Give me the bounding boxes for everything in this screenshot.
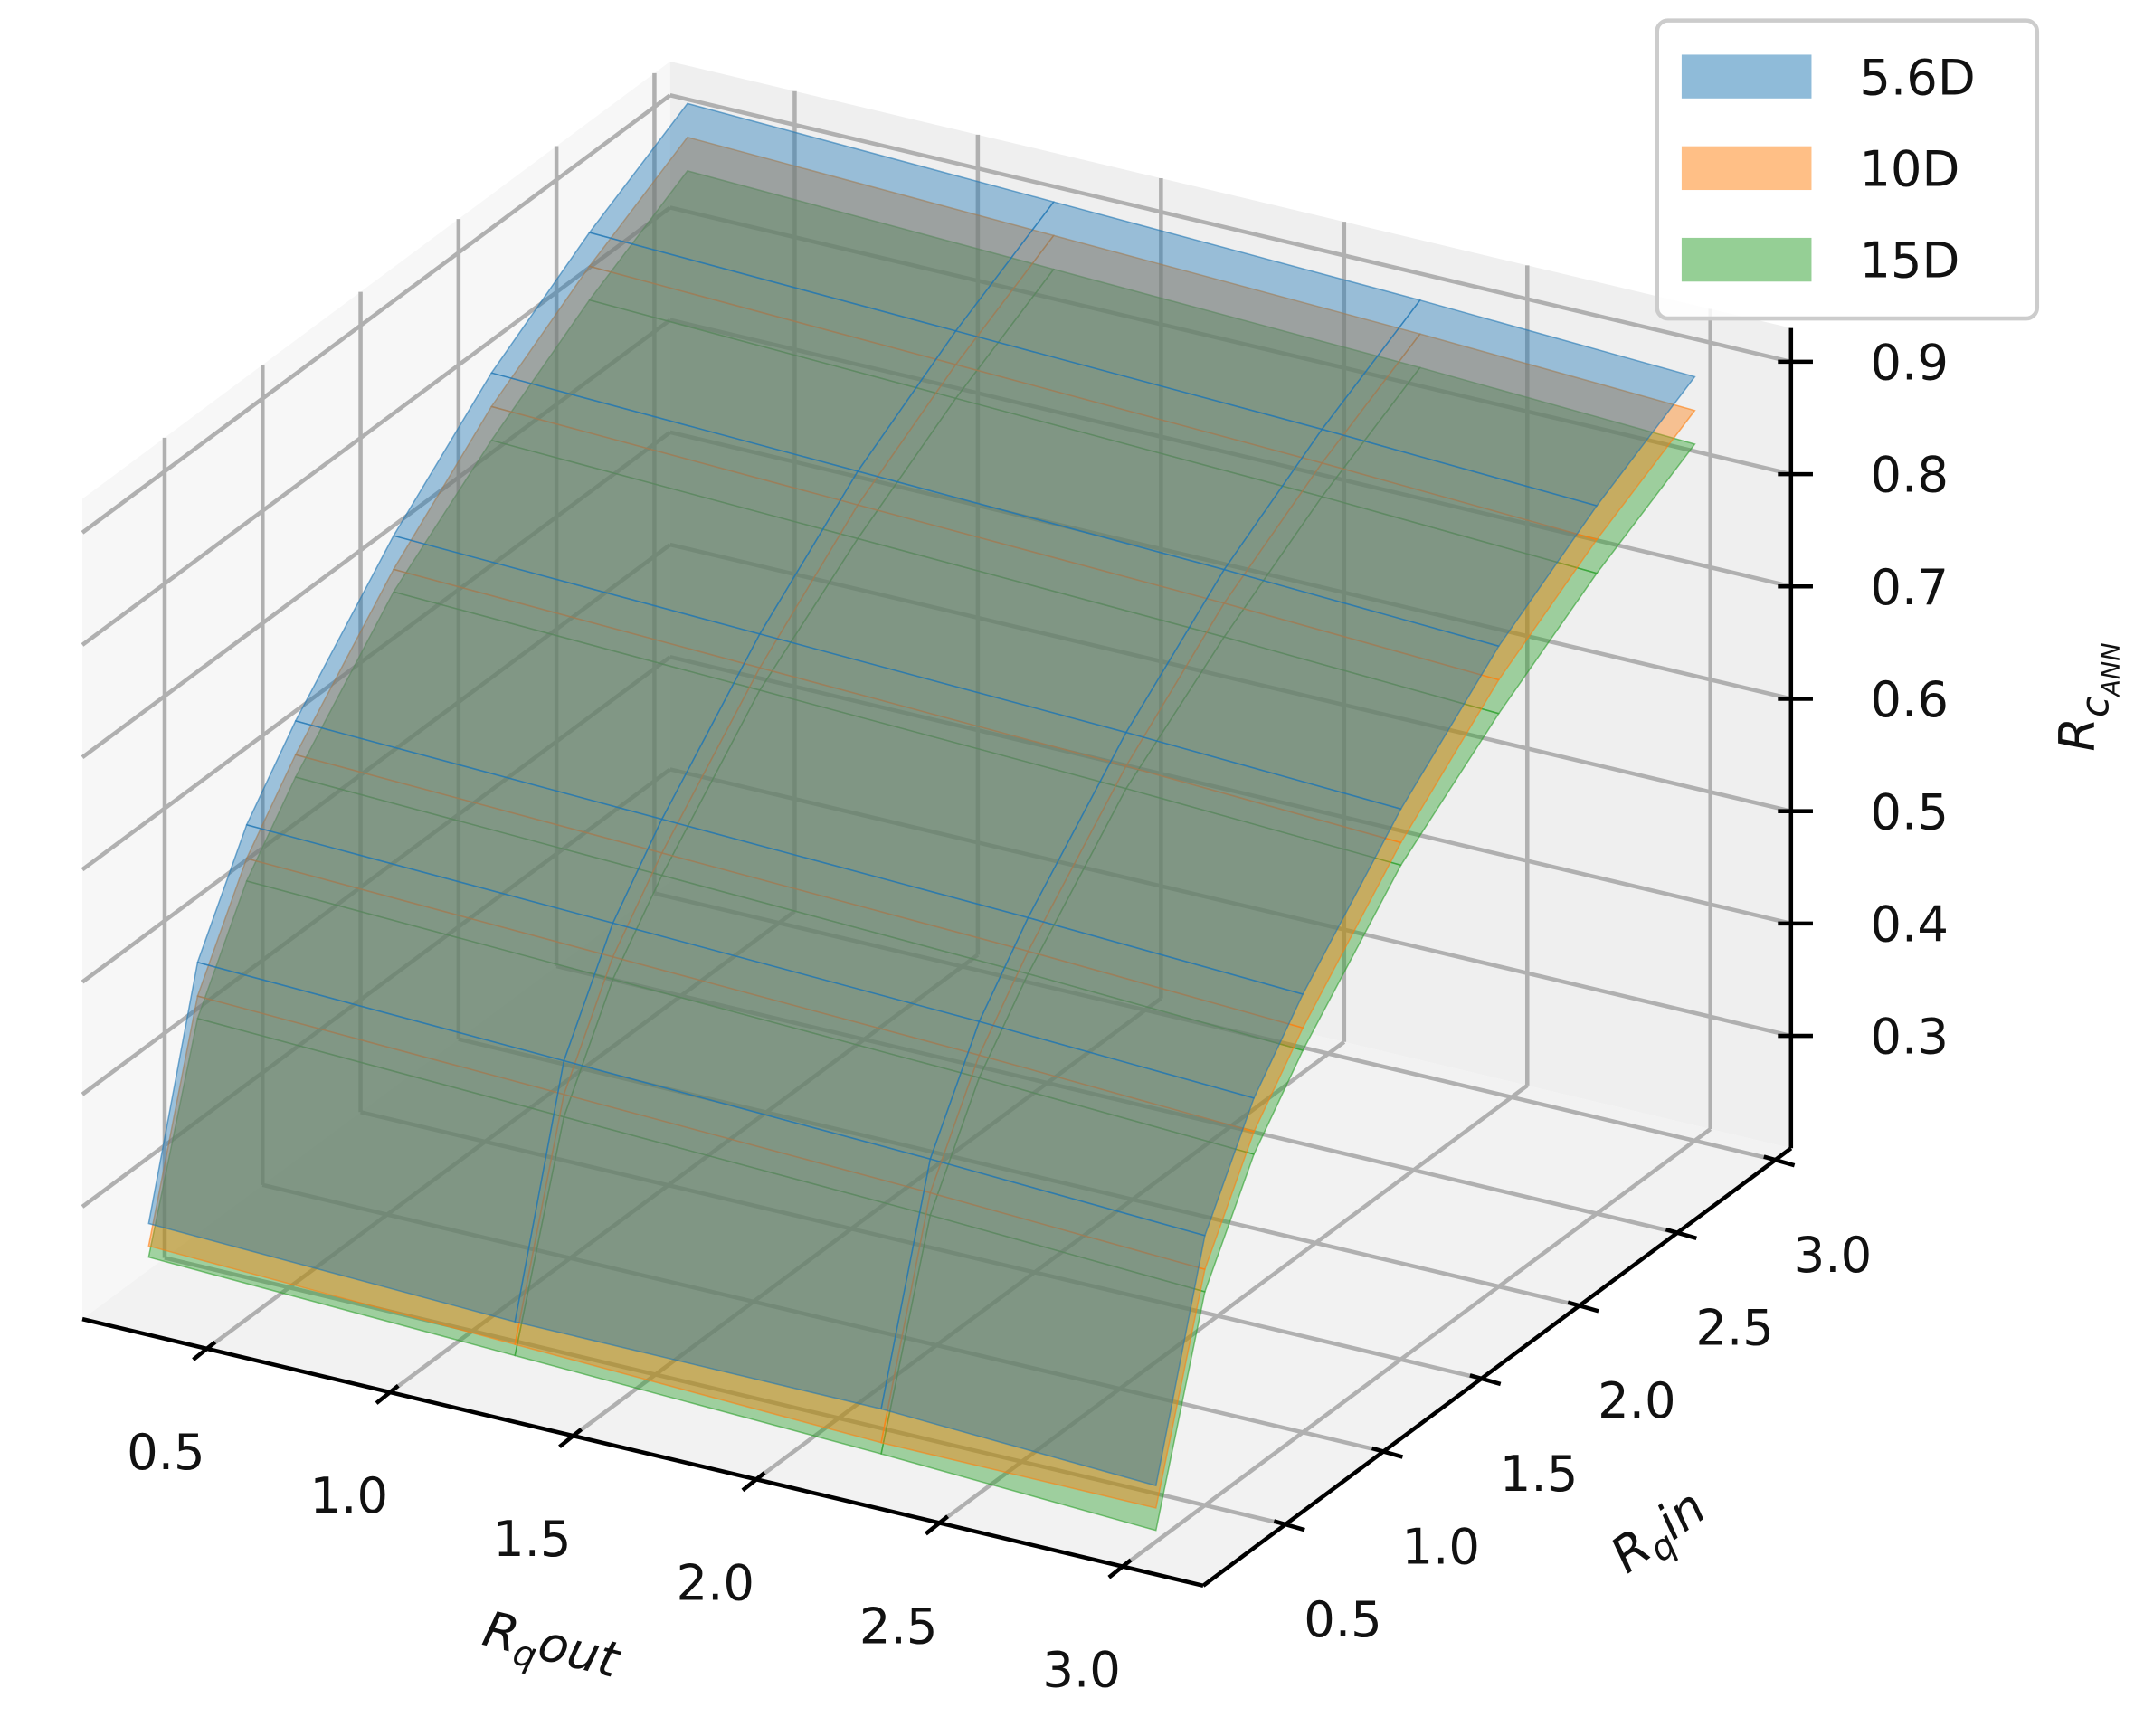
grid-line <box>572 996 1162 1437</box>
grid-line <box>938 1084 1529 1525</box>
z-tick-label: 0.7 <box>1870 559 1948 616</box>
grid-line <box>388 953 980 1394</box>
grid-line <box>754 1039 1346 1482</box>
z-axis-label: RcANN <box>2049 642 2125 751</box>
z-tick-label: 0.8 <box>1870 447 1948 504</box>
x-tick-label: 2.0 <box>676 1554 754 1611</box>
floor-pane <box>82 881 1791 1586</box>
x-axis-label: Rqout <box>476 1600 626 1697</box>
grid-line <box>81 93 672 535</box>
grid-line <box>669 430 1792 701</box>
tick-mark <box>1107 1558 1133 1579</box>
y-tick-label: 1.5 <box>1500 1446 1578 1503</box>
grid-line <box>669 93 1792 365</box>
surface-cell <box>880 1214 1206 1532</box>
tick-mark <box>1469 1373 1502 1387</box>
tick-mark <box>1273 1519 1305 1532</box>
legend-label: 10D <box>1859 140 1959 197</box>
grid-line <box>653 891 1776 1162</box>
y-tick-label: 0.5 <box>1304 1591 1381 1648</box>
x-tick-label: 1.0 <box>310 1467 388 1524</box>
grid-line <box>205 909 796 1351</box>
z-tick-label: 0.4 <box>1870 896 1948 953</box>
y-tick-label: 1.0 <box>1402 1518 1480 1575</box>
legend-label: 5.6D <box>1859 49 1975 106</box>
y-tick-label: 3.0 <box>1794 1227 1872 1284</box>
x-tick-label: 0.5 <box>127 1424 204 1481</box>
grid-line <box>669 767 1792 1039</box>
tick-mark <box>375 1383 400 1405</box>
tick-mark <box>1567 1300 1599 1314</box>
grid-line <box>669 655 1792 926</box>
y-axis-label: Rqin <box>1600 1478 1721 1590</box>
legend-swatch <box>1681 54 1812 99</box>
legend-swatch <box>1681 237 1812 282</box>
grid-line <box>458 1037 1580 1308</box>
grid-line <box>81 205 672 647</box>
grid-line <box>669 205 1792 477</box>
grid-line <box>81 655 672 1096</box>
x-axis-line <box>81 1316 1204 1588</box>
z-tick-label: 0.9 <box>1870 335 1948 392</box>
legend-swatch <box>1681 146 1812 191</box>
grid-line <box>81 318 672 759</box>
tick-mark <box>1371 1446 1404 1459</box>
y-tick-label: 2.0 <box>1598 1372 1675 1429</box>
tick-mark <box>1665 1227 1697 1240</box>
grid-line <box>1121 1127 1712 1569</box>
z-tick-label: 0.3 <box>1870 1009 1948 1066</box>
tick-mark <box>924 1514 950 1536</box>
legend: 5.6D 10D 15D <box>1655 18 2040 321</box>
axes: 0.5 1.0 1.5 2.0 2.5 3.0 0.5 1.0 1.5 2.0 2.5 3.0 0.3 0… <box>81 327 1949 1699</box>
grid-line <box>669 318 1792 589</box>
x-tick-label: 2.5 <box>859 1598 937 1655</box>
grid-line <box>81 431 672 872</box>
tick-mark <box>192 1340 217 1361</box>
surfaces <box>147 102 1696 1532</box>
grid-line <box>555 963 1678 1235</box>
tick-mark <box>741 1471 766 1493</box>
grid-line <box>360 1110 1483 1381</box>
y-axis-line <box>1201 1146 1793 1588</box>
surface-cell <box>880 1191 1206 1509</box>
x-tick-label: 3.0 <box>1042 1642 1120 1699</box>
grid-line <box>669 542 1792 813</box>
grid-line <box>261 1182 1384 1454</box>
tick-mark <box>1763 1154 1796 1168</box>
z-tick-label: 0.6 <box>1870 671 1948 728</box>
surface-cell <box>880 1158 1206 1487</box>
grid-line <box>81 767 672 1209</box>
tick-mark <box>558 1428 583 1449</box>
legend-label: 15D <box>1859 232 1959 289</box>
y-tick-label: 2.5 <box>1695 1300 1773 1357</box>
x-tick-label: 1.5 <box>493 1511 571 1568</box>
grid-line <box>164 1256 1286 1527</box>
z-tick-label: 0.5 <box>1870 783 1948 840</box>
